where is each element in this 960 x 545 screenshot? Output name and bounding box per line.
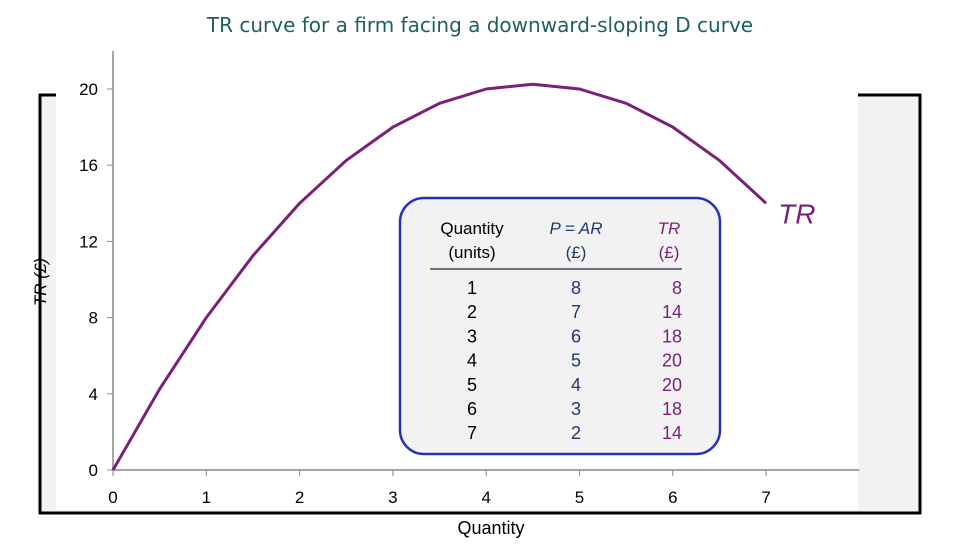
table-cell: 3 xyxy=(571,399,581,419)
chart-title: TR curve for a firm facing a downward-sl… xyxy=(206,13,753,37)
table-cell: 3 xyxy=(467,326,477,346)
x-tick-label: 0 xyxy=(108,488,117,507)
y-axis-label: TR (£) xyxy=(31,258,50,306)
y-tick-label: 0 xyxy=(89,461,98,480)
x-tick-label: 5 xyxy=(575,488,584,507)
table-cell: 1 xyxy=(467,278,477,298)
table-header: (£) xyxy=(566,243,587,262)
y-tick-label: 12 xyxy=(79,232,98,251)
y-tick-label: 8 xyxy=(89,309,98,328)
table-cell: 20 xyxy=(662,351,682,371)
table-cell: 14 xyxy=(662,423,682,443)
table-cell: 5 xyxy=(467,375,477,395)
table-cell: 20 xyxy=(662,375,682,395)
table-cell: 8 xyxy=(672,278,682,298)
table-cell: 14 xyxy=(662,302,682,322)
table-header: (£) xyxy=(659,243,680,262)
table-cell: 6 xyxy=(571,326,581,346)
table-header: Quantity xyxy=(440,219,504,238)
table-cell: 4 xyxy=(467,351,477,371)
table-cell: 7 xyxy=(571,302,581,322)
x-tick-label: 4 xyxy=(481,488,490,507)
x-tick-label: 6 xyxy=(668,488,677,507)
table-cell: 7 xyxy=(467,423,477,443)
x-tick-label: 7 xyxy=(761,488,770,507)
table-box xyxy=(398,196,722,456)
x-tick-label: 1 xyxy=(202,488,211,507)
table-cell: 4 xyxy=(571,375,581,395)
table-header: (units) xyxy=(448,243,495,262)
table-cell: 18 xyxy=(662,399,682,419)
table-cell: 2 xyxy=(467,302,477,322)
table-cell: 6 xyxy=(467,399,477,419)
y-tick-label: 20 xyxy=(79,80,98,99)
tr-curve xyxy=(111,82,768,471)
table-header: TR xyxy=(658,219,681,238)
y-tick-label: 16 xyxy=(79,156,98,175)
x-axis-label: Quantity xyxy=(457,518,524,538)
series-label: TR xyxy=(778,198,815,229)
table-cell: 8 xyxy=(571,278,581,298)
table-cell: 5 xyxy=(571,351,581,371)
x-tick-label: 3 xyxy=(388,488,397,507)
table-header: P = AR xyxy=(549,219,602,238)
table-cell: 2 xyxy=(571,423,581,443)
x-tick-label: 2 xyxy=(295,488,304,507)
table-cell: 18 xyxy=(662,326,682,346)
y-tick-label: 4 xyxy=(89,385,98,404)
